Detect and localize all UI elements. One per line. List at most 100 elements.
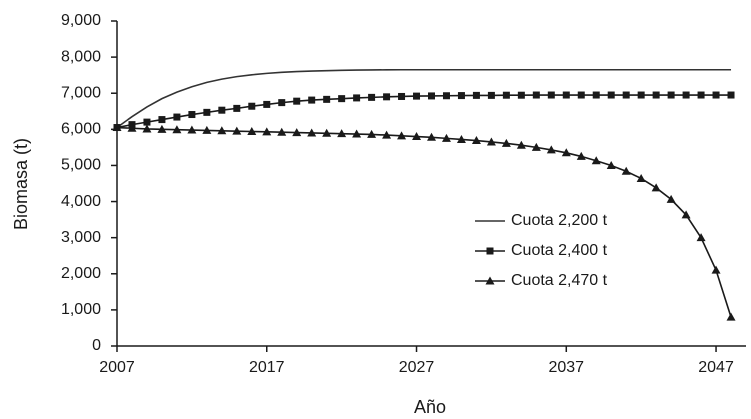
legend-label: Cuota 2,470 t xyxy=(511,272,608,289)
x-tick-label: 2027 xyxy=(399,359,435,376)
marker xyxy=(413,92,421,100)
marker xyxy=(652,91,660,99)
marker xyxy=(577,91,585,99)
legend-label: Cuota 2,200 t xyxy=(511,212,608,229)
marker xyxy=(202,125,212,134)
marker xyxy=(353,94,361,102)
marker xyxy=(472,91,480,99)
marker xyxy=(696,233,706,242)
y-tick-label: 8,000 xyxy=(61,48,101,65)
marker xyxy=(383,93,391,101)
marker xyxy=(456,134,466,143)
marker xyxy=(158,116,166,124)
marker xyxy=(562,91,570,99)
marker xyxy=(576,151,586,160)
marker xyxy=(517,91,525,99)
marker xyxy=(697,91,705,99)
marker xyxy=(263,100,271,108)
x-tick-label: 2007 xyxy=(99,359,135,376)
marker xyxy=(441,133,451,142)
marker xyxy=(412,132,422,141)
marker xyxy=(637,91,645,99)
marker xyxy=(516,140,526,149)
marker xyxy=(621,166,631,175)
y-tick-label: 6,000 xyxy=(61,121,101,138)
marker xyxy=(607,91,615,99)
marker xyxy=(323,95,331,103)
marker xyxy=(487,91,495,99)
marker xyxy=(157,124,167,133)
marker xyxy=(727,91,735,99)
marker xyxy=(397,131,407,140)
marker xyxy=(546,145,556,154)
x-axis-title: Año xyxy=(414,397,446,417)
marker xyxy=(173,113,181,121)
marker xyxy=(367,129,377,138)
y-tick-label: 3,000 xyxy=(61,229,101,246)
marker xyxy=(591,156,601,165)
marker xyxy=(726,312,736,321)
marker xyxy=(442,92,450,100)
marker xyxy=(382,130,392,139)
marker xyxy=(338,95,346,103)
marker xyxy=(471,136,481,145)
y-tick-label: 4,000 xyxy=(61,193,101,210)
marker xyxy=(532,91,540,99)
marker xyxy=(112,123,122,132)
y-tick-label: 9,000 xyxy=(61,12,101,29)
marker xyxy=(427,132,436,141)
marker xyxy=(172,125,182,134)
marker xyxy=(428,92,435,100)
x-tick-label: 2017 xyxy=(249,359,285,376)
x-tick-label: 2047 xyxy=(698,359,734,376)
marker xyxy=(187,125,197,134)
marker xyxy=(501,138,511,147)
marker xyxy=(502,91,510,99)
marker xyxy=(622,91,630,99)
marker xyxy=(262,127,272,136)
marker xyxy=(292,128,302,137)
marker xyxy=(592,91,600,99)
marker xyxy=(486,247,494,255)
marker xyxy=(188,111,196,119)
marker xyxy=(368,93,376,101)
marker xyxy=(247,127,257,135)
marker xyxy=(651,183,661,192)
y-tick-label: 1,000 xyxy=(61,301,101,318)
marker xyxy=(711,265,721,274)
marker xyxy=(203,108,211,116)
marker xyxy=(712,91,720,99)
marker xyxy=(218,106,226,114)
y-axis-title: Biomasa (t) xyxy=(11,138,31,230)
marker xyxy=(667,91,675,99)
marker xyxy=(127,123,137,132)
marker xyxy=(217,126,227,135)
marker xyxy=(485,276,495,285)
marker xyxy=(278,99,286,107)
marker xyxy=(457,92,465,100)
marker xyxy=(561,148,571,157)
marker xyxy=(547,91,555,99)
marker xyxy=(322,128,332,137)
marker xyxy=(398,92,406,100)
marker xyxy=(142,124,152,133)
x-tick-label: 2037 xyxy=(548,359,584,376)
marker xyxy=(682,91,690,99)
series-line xyxy=(116,68,732,129)
marker xyxy=(277,127,287,136)
marker xyxy=(143,118,151,126)
marker xyxy=(307,128,317,137)
marker xyxy=(531,142,541,151)
series-line xyxy=(116,126,732,318)
y-tick-label: 5,000 xyxy=(61,157,101,174)
marker xyxy=(666,194,676,203)
legend-label: Cuota 2,400 t xyxy=(511,242,608,259)
marker xyxy=(486,137,496,146)
marker xyxy=(606,160,616,169)
y-tick-label: 0 xyxy=(92,337,101,354)
marker xyxy=(248,102,256,110)
marker xyxy=(681,210,691,219)
y-tick-label: 7,000 xyxy=(61,84,101,101)
